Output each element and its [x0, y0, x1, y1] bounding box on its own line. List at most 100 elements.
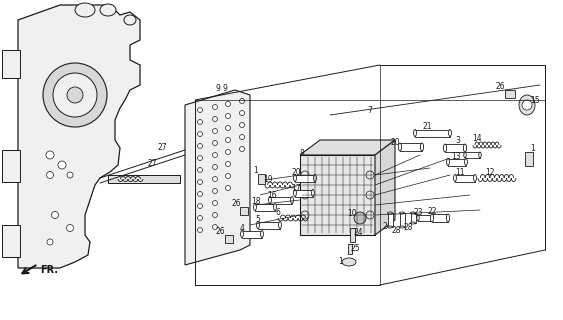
Circle shape: [226, 149, 230, 155]
Bar: [225, 235, 233, 243]
Circle shape: [226, 186, 230, 190]
Circle shape: [239, 110, 244, 116]
Text: 23: 23: [413, 207, 423, 217]
Circle shape: [239, 134, 244, 140]
Bar: [400, 143, 422, 151]
Text: 19: 19: [263, 174, 273, 183]
Text: 27: 27: [147, 158, 157, 167]
Circle shape: [354, 212, 366, 224]
Ellipse shape: [314, 174, 316, 181]
Text: 7: 7: [368, 106, 373, 115]
Ellipse shape: [431, 215, 433, 221]
Ellipse shape: [430, 214, 434, 222]
Bar: [432, 214, 448, 222]
Circle shape: [198, 119, 203, 124]
Circle shape: [301, 171, 309, 179]
Ellipse shape: [279, 221, 282, 228]
Circle shape: [366, 171, 374, 179]
Text: 17: 17: [291, 183, 301, 193]
Circle shape: [212, 129, 217, 133]
Bar: [400, 213, 404, 227]
Circle shape: [522, 100, 532, 110]
Text: 12: 12: [485, 167, 495, 177]
Bar: [445, 144, 465, 152]
Circle shape: [226, 114, 230, 118]
Ellipse shape: [454, 174, 457, 181]
Text: 3: 3: [455, 135, 461, 145]
Ellipse shape: [417, 215, 419, 221]
Text: 1: 1: [530, 143, 535, 153]
Circle shape: [43, 63, 107, 127]
Bar: [525, 152, 533, 166]
Ellipse shape: [464, 158, 467, 165]
Circle shape: [212, 164, 217, 170]
Ellipse shape: [473, 174, 476, 181]
Ellipse shape: [400, 226, 404, 228]
Bar: [242, 230, 262, 237]
Text: 21: 21: [422, 122, 432, 131]
Ellipse shape: [269, 196, 271, 204]
Circle shape: [198, 143, 203, 148]
Circle shape: [366, 211, 374, 219]
Text: 13: 13: [451, 151, 461, 161]
Text: 28: 28: [403, 222, 413, 231]
Text: 18: 18: [251, 196, 261, 205]
Circle shape: [212, 201, 217, 205]
Text: 1: 1: [253, 165, 258, 174]
Text: 1: 1: [338, 257, 343, 266]
Circle shape: [226, 101, 230, 107]
Circle shape: [226, 125, 230, 131]
Bar: [2, 225, 20, 257]
Circle shape: [198, 156, 203, 161]
Text: FR.: FR.: [40, 265, 58, 275]
Ellipse shape: [479, 152, 481, 158]
Ellipse shape: [274, 204, 276, 211]
Bar: [295, 189, 313, 196]
Circle shape: [67, 172, 73, 178]
Ellipse shape: [253, 204, 256, 211]
Bar: [2, 150, 20, 182]
Circle shape: [47, 239, 53, 245]
Bar: [448, 158, 466, 165]
Text: 22: 22: [427, 206, 437, 215]
Bar: [350, 228, 355, 242]
Polygon shape: [185, 90, 250, 265]
Circle shape: [239, 147, 244, 151]
Text: 9: 9: [216, 84, 221, 92]
Bar: [465, 152, 480, 158]
Circle shape: [212, 116, 217, 122]
Text: 5: 5: [256, 214, 261, 223]
Circle shape: [53, 73, 97, 117]
Ellipse shape: [399, 143, 401, 151]
Circle shape: [226, 173, 230, 179]
Circle shape: [58, 161, 66, 169]
Circle shape: [198, 167, 203, 172]
Circle shape: [212, 177, 217, 181]
Circle shape: [212, 188, 217, 194]
Circle shape: [226, 138, 230, 142]
Ellipse shape: [519, 95, 535, 115]
Text: 11: 11: [455, 167, 464, 177]
Ellipse shape: [463, 144, 467, 152]
Circle shape: [239, 123, 244, 127]
Circle shape: [212, 140, 217, 146]
Polygon shape: [18, 5, 140, 268]
Circle shape: [198, 132, 203, 137]
Ellipse shape: [421, 143, 423, 151]
Bar: [387, 213, 392, 227]
Bar: [505, 90, 515, 98]
Bar: [258, 174, 265, 184]
Bar: [300, 155, 375, 235]
Text: 8: 8: [300, 148, 305, 157]
Circle shape: [198, 108, 203, 113]
Ellipse shape: [387, 226, 392, 228]
Bar: [410, 213, 415, 223]
Ellipse shape: [414, 130, 417, 137]
Text: 25: 25: [350, 244, 360, 252]
Ellipse shape: [387, 212, 392, 214]
Ellipse shape: [446, 214, 450, 222]
Circle shape: [212, 153, 217, 157]
Ellipse shape: [124, 15, 136, 25]
Circle shape: [198, 215, 203, 220]
Circle shape: [226, 162, 230, 166]
